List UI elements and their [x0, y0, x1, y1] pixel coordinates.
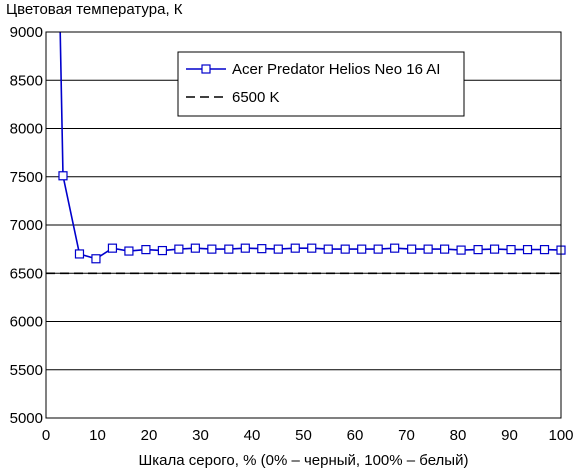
legend-box — [177, 51, 465, 117]
legend-label: 6500 K — [232, 89, 280, 106]
data-point — [506, 245, 516, 255]
data-point — [522, 245, 533, 255]
x-tick-labels: 0 10 20 30 40 50 60 70 80 90 100 — [42, 427, 574, 444]
data-point — [307, 243, 317, 253]
x-tick-label: 0 — [42, 427, 50, 444]
y-tick-label: 5000 — [10, 410, 43, 427]
y-tick-label: 7000 — [10, 217, 43, 234]
y-tick-labels: 5000 5500 6000 6500 7000 7500 8000 8500 9000 — [10, 24, 43, 427]
data-point — [174, 244, 184, 254]
x-tick-label: 40 — [244, 427, 261, 444]
data-point — [224, 244, 234, 254]
y-tick-label: 7500 — [10, 169, 43, 186]
legend: Acer Predator Helios Neo 16 AI 6500 K — [177, 51, 465, 117]
x-tick-label: 90 — [501, 427, 518, 444]
data-point — [240, 243, 250, 253]
x-axis-title: Шкала серого, % (0% – черный, 100% – бел… — [139, 452, 469, 469]
x-tick-label: 100 — [548, 427, 573, 444]
y-tick-label: 5500 — [10, 362, 43, 379]
x-tick-label: 20 — [141, 427, 158, 444]
x-tick-label: 80 — [450, 427, 467, 444]
x-tick-label: 60 — [347, 427, 364, 444]
data-point — [539, 245, 550, 255]
y-tick-label: 8500 — [10, 72, 43, 89]
data-point — [157, 245, 167, 256]
legend-marker — [201, 64, 211, 74]
data-point — [74, 249, 85, 259]
data-point — [340, 244, 350, 254]
y-axis-title: Цветовая температура, К — [6, 1, 183, 18]
x-tick-label: 30 — [192, 427, 209, 444]
plot-frame — [45, 31, 562, 419]
y-tick-label: 6000 — [10, 314, 43, 331]
data-point — [489, 244, 500, 254]
data-point — [124, 246, 134, 256]
data-point — [357, 244, 367, 254]
data-point — [58, 171, 68, 181]
legend-label: Acer Predator Helios Neo 16 AI — [232, 61, 440, 78]
data-point — [141, 245, 151, 255]
x-tick-label: 50 — [295, 427, 312, 444]
data-point — [373, 244, 383, 254]
x-tick-label: 10 — [89, 427, 106, 444]
data-point — [190, 243, 200, 253]
data-point — [423, 244, 433, 254]
data-point — [290, 243, 300, 253]
data-point — [473, 245, 483, 255]
data-point — [323, 244, 333, 254]
data-point — [440, 244, 450, 254]
x-tick-label: 70 — [398, 427, 415, 444]
data-point — [273, 244, 283, 254]
data-point — [107, 243, 118, 253]
data-point — [207, 244, 217, 254]
data-point — [390, 243, 400, 253]
data-point — [456, 245, 466, 255]
data-point — [91, 254, 101, 264]
data-point — [407, 244, 417, 254]
data-point — [257, 244, 267, 254]
y-tick-label: 9000 — [10, 24, 43, 41]
y-tick-label: 8000 — [10, 121, 43, 138]
y-tick-label: 6500 — [10, 265, 43, 282]
